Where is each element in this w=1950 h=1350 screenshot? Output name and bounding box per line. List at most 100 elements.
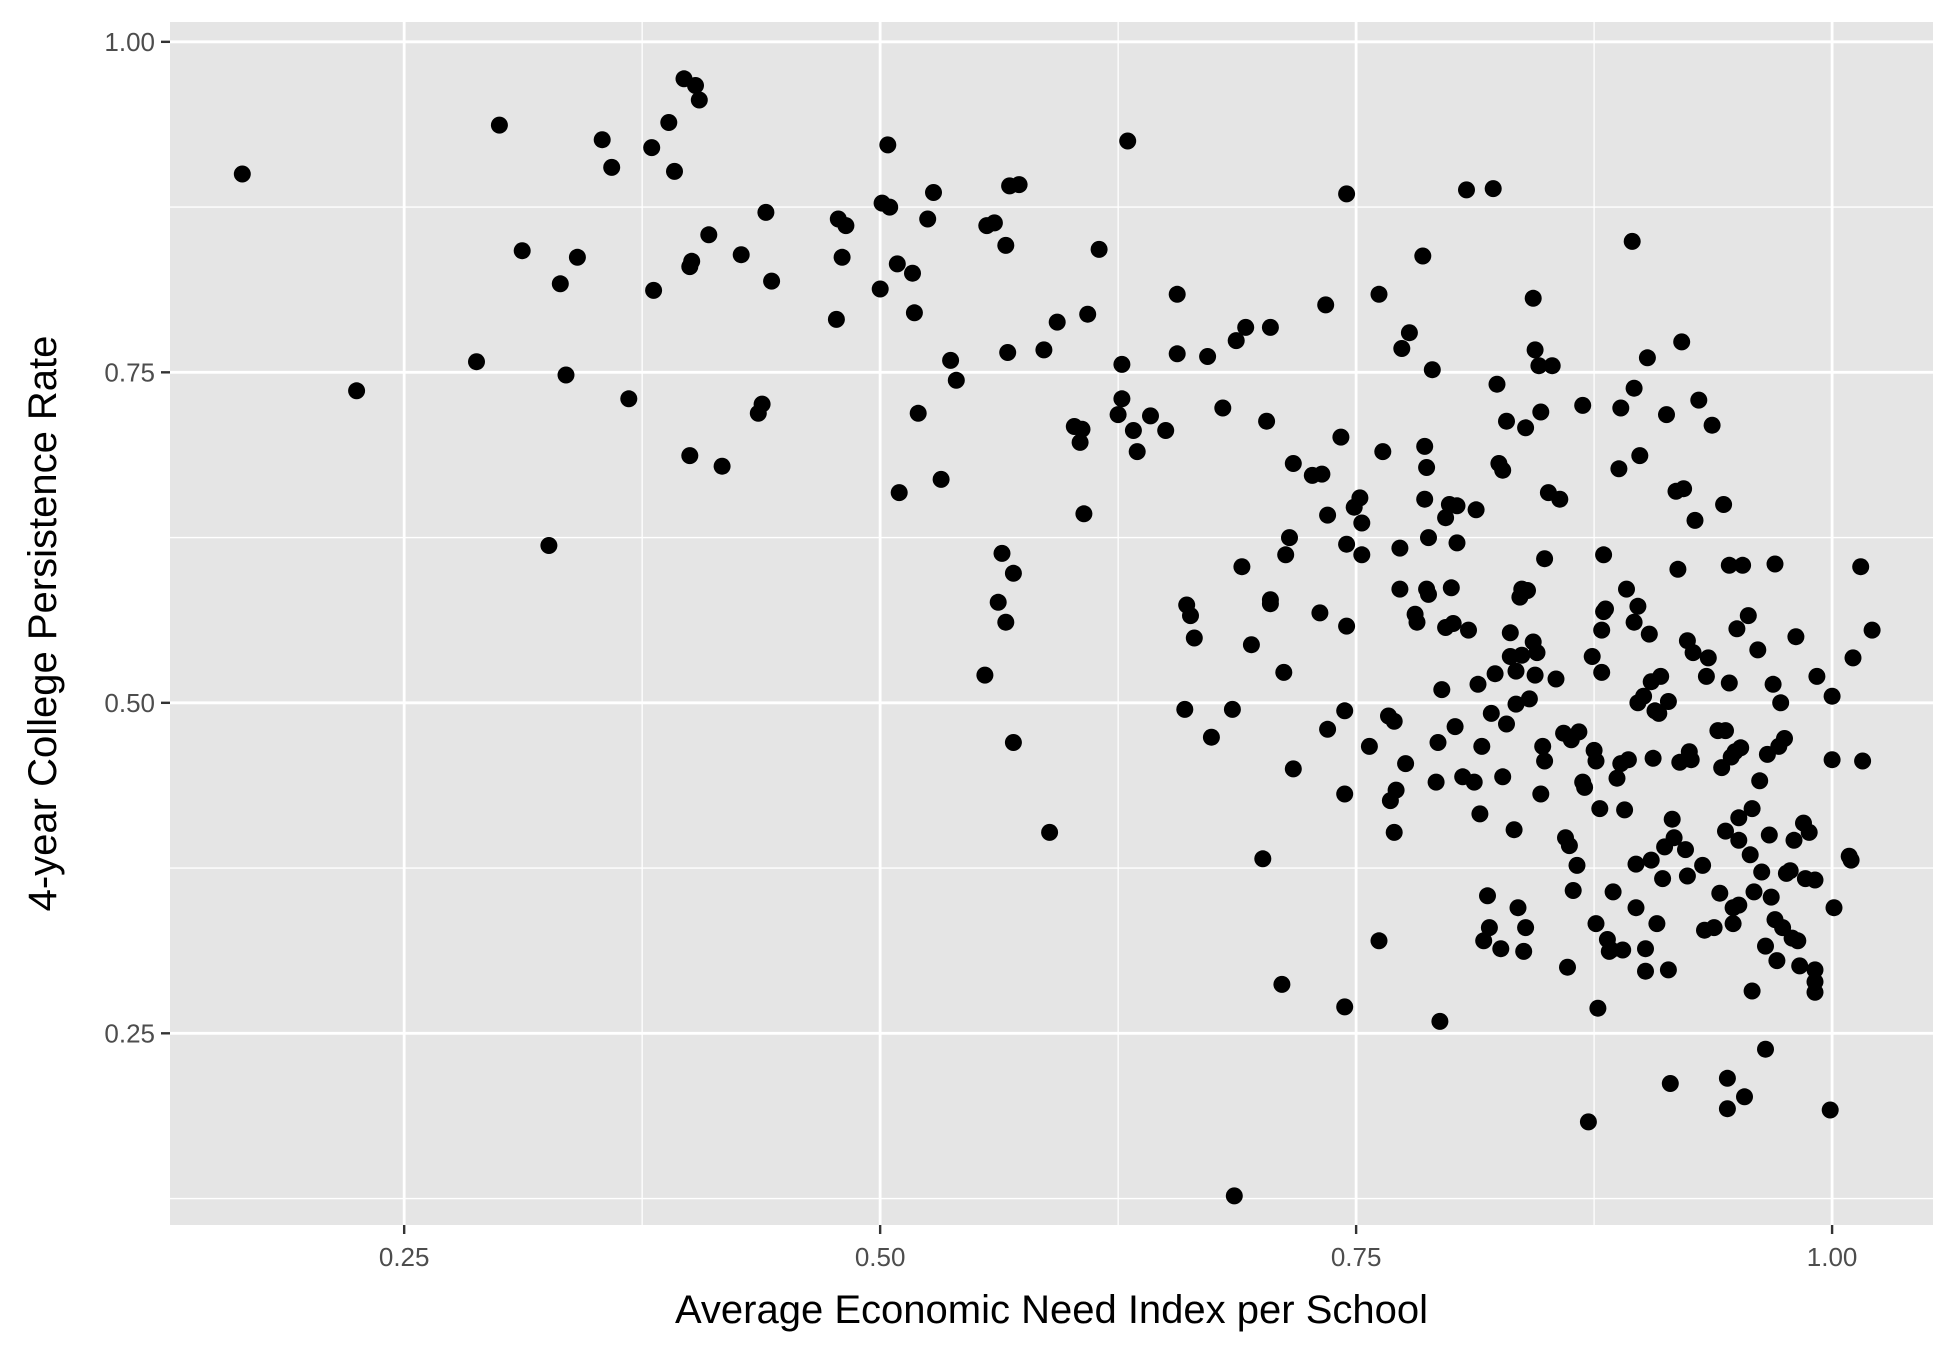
data-point bbox=[909, 404, 927, 422]
data-point bbox=[1284, 455, 1302, 472]
data-point bbox=[540, 537, 558, 554]
data-point bbox=[997, 613, 1015, 631]
data-point bbox=[1823, 751, 1841, 769]
data-point bbox=[1686, 511, 1704, 529]
data-point bbox=[833, 248, 851, 266]
data-point bbox=[1616, 801, 1634, 819]
data-point bbox=[1715, 496, 1733, 513]
x-tick-label: 0.50 bbox=[855, 1242, 906, 1272]
data-point bbox=[753, 395, 771, 413]
data-point bbox=[468, 353, 485, 371]
data-point bbox=[1665, 829, 1683, 847]
data-point bbox=[925, 184, 942, 201]
data-point bbox=[1418, 459, 1436, 476]
data-point bbox=[1625, 613, 1643, 631]
data-point bbox=[1534, 737, 1552, 755]
data-point bbox=[1757, 937, 1774, 955]
data-point bbox=[1579, 1113, 1597, 1131]
data-point bbox=[1513, 646, 1531, 664]
data-point bbox=[1374, 443, 1392, 461]
data-point bbox=[1570, 723, 1588, 741]
data-point bbox=[1766, 555, 1784, 573]
data-point bbox=[1583, 648, 1601, 665]
data-point bbox=[1225, 1187, 1243, 1205]
data-point bbox=[1703, 416, 1721, 434]
data-point bbox=[763, 272, 781, 290]
data-point bbox=[1469, 675, 1487, 693]
data-point bbox=[1182, 607, 1199, 625]
data-point bbox=[1717, 822, 1734, 840]
data-point bbox=[1423, 361, 1441, 379]
data-point bbox=[1420, 529, 1437, 547]
data-point bbox=[1319, 720, 1337, 738]
data-point bbox=[1338, 617, 1356, 635]
panel-background bbox=[170, 22, 1933, 1225]
data-point bbox=[1762, 888, 1780, 906]
data-point bbox=[1536, 550, 1554, 568]
data-point bbox=[1806, 961, 1824, 979]
data-point bbox=[683, 252, 701, 270]
data-point bbox=[942, 351, 960, 369]
data-point bbox=[1730, 831, 1748, 849]
data-point bbox=[1644, 749, 1662, 767]
data-point bbox=[1530, 357, 1548, 375]
data-point bbox=[1517, 419, 1535, 437]
data-point bbox=[1071, 433, 1089, 451]
data-point bbox=[1623, 232, 1641, 250]
data-point bbox=[1627, 855, 1645, 873]
data-point bbox=[1509, 899, 1527, 917]
y-tick-label: 0.50 bbox=[104, 688, 155, 718]
data-point bbox=[1420, 585, 1437, 603]
data-point bbox=[1336, 785, 1354, 803]
data-point bbox=[1332, 428, 1350, 446]
data-point bbox=[1482, 704, 1500, 722]
data-point bbox=[1048, 313, 1066, 331]
data-point bbox=[1745, 883, 1763, 901]
data-point bbox=[1119, 132, 1137, 150]
data-point bbox=[1842, 851, 1860, 869]
data-point bbox=[557, 366, 575, 384]
data-point bbox=[1863, 621, 1881, 639]
data-point bbox=[551, 275, 569, 293]
data-point bbox=[1004, 734, 1022, 751]
data-point bbox=[1467, 501, 1485, 519]
data-point bbox=[1227, 332, 1245, 350]
data-point bbox=[1079, 305, 1097, 323]
data-point bbox=[1753, 863, 1771, 881]
data-point bbox=[1739, 607, 1757, 625]
data-point bbox=[1659, 693, 1677, 710]
data-points bbox=[233, 70, 1881, 1205]
data-point bbox=[1492, 940, 1510, 958]
data-point bbox=[1638, 349, 1656, 367]
data-point bbox=[905, 304, 923, 322]
data-point bbox=[666, 162, 683, 180]
data-point bbox=[1757, 1040, 1774, 1058]
data-point bbox=[985, 214, 1003, 232]
data-point bbox=[1800, 823, 1818, 841]
data-point bbox=[1821, 1101, 1839, 1119]
data-point bbox=[1336, 702, 1354, 720]
data-point bbox=[1458, 181, 1475, 199]
data-point bbox=[1718, 1069, 1736, 1087]
data-point bbox=[660, 114, 678, 131]
data-point bbox=[1397, 755, 1415, 773]
data-point bbox=[1370, 285, 1388, 303]
data-point bbox=[1564, 882, 1582, 899]
data-point bbox=[1724, 915, 1742, 933]
data-point bbox=[904, 264, 921, 282]
data-point bbox=[1532, 785, 1550, 803]
data-point bbox=[1387, 781, 1405, 799]
data-point bbox=[1507, 695, 1525, 713]
data-point bbox=[1631, 447, 1649, 465]
data-point bbox=[732, 246, 750, 264]
data-point bbox=[1351, 489, 1369, 507]
data-point bbox=[1597, 600, 1614, 618]
data-point bbox=[1690, 391, 1708, 409]
data-point bbox=[1677, 841, 1694, 859]
data-point bbox=[643, 139, 661, 157]
data-point bbox=[1393, 340, 1411, 357]
data-point bbox=[947, 371, 965, 389]
data-point bbox=[1764, 675, 1782, 693]
data-point bbox=[1494, 768, 1512, 786]
data-point bbox=[1360, 737, 1378, 755]
